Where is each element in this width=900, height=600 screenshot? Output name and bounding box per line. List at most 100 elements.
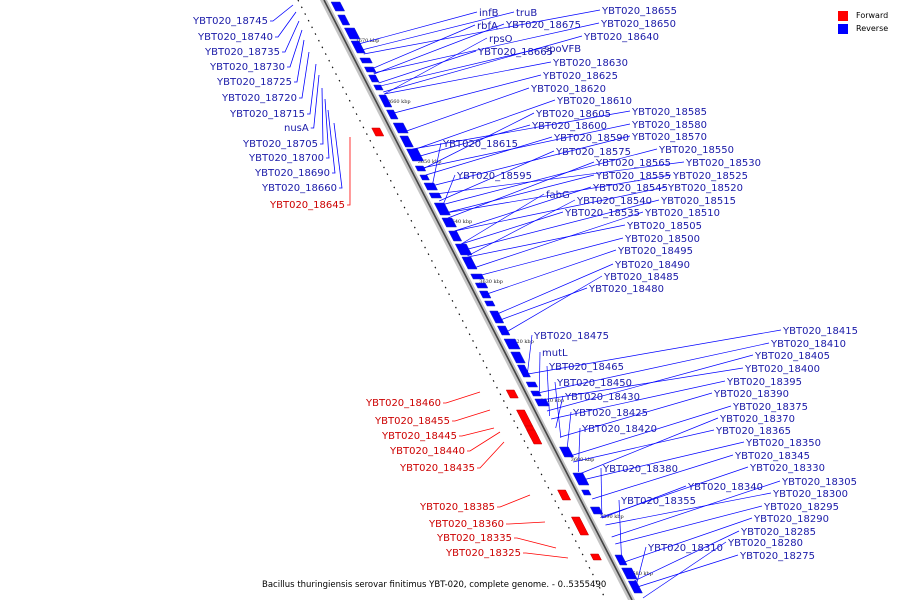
reverse-gene [627, 580, 643, 594]
reverse-gene [414, 165, 427, 172]
gene-label-right: YBT020_18600 [531, 121, 607, 132]
legend-reverse: Reverse [838, 22, 888, 35]
gene-connector [310, 74, 320, 129]
legend-reverse-label: Reverse [856, 24, 889, 33]
tick-label: 3580 kbp [629, 571, 653, 577]
gene-connector [467, 199, 576, 257]
gene-connector [383, 35, 583, 93]
reverse-gene [525, 381, 539, 388]
gene-label-right: rpsO [489, 34, 513, 45]
gene-label-left: YBT020_18455 [374, 416, 450, 427]
gene-label-right: YBT020_18310 [647, 543, 723, 554]
strand-legend: Forward Reverse [838, 9, 888, 35]
reverse-gene [373, 84, 384, 91]
reverse-gene [343, 27, 361, 40]
gene-connector [505, 521, 546, 525]
gene-label-right: YBT020_18550 [658, 145, 734, 156]
gene-connector [454, 186, 592, 232]
reverse-gene [461, 256, 478, 270]
gene-connector [477, 237, 624, 277]
gene-connector [416, 124, 531, 158]
gene-connector [373, 22, 600, 74]
gene-label-right: YBT020_18495 [617, 246, 693, 257]
gene-connector [634, 530, 740, 582]
gene-label-right: YBT020_18380 [602, 464, 678, 475]
gene-label-right: YBT020_18530 [685, 158, 761, 169]
gene-label-left: YBT020_18445 [381, 431, 457, 442]
reverse-gene [359, 57, 373, 64]
gene-connector [319, 87, 324, 145]
gene-connector [380, 47, 543, 87]
gene-label-right: YBT020_18535 [564, 208, 640, 219]
gene-connector [601, 466, 749, 518]
gene-connector [281, 20, 300, 53]
gene-connector [642, 541, 727, 599]
gene-connector [513, 537, 557, 549]
reverse-gene [433, 202, 451, 216]
gene-label-right: YBT020_18425 [572, 408, 648, 419]
gene-label-right: YBT020_18375 [732, 402, 808, 413]
gene-label-right: YBT020_18280 [727, 538, 803, 549]
gene-label-left: YBT020_18660 [261, 183, 337, 194]
tick-label: 3610 kbp [540, 398, 564, 404]
forward-gene [570, 516, 590, 536]
gene-label-right: YBT020_18305 [781, 477, 857, 488]
gene-label-right: mutL [542, 348, 568, 359]
gene-connector [363, 9, 601, 55]
gene-connector [422, 112, 535, 170]
gene-connector [497, 263, 614, 315]
gene-connector [373, 23, 505, 75]
gene-connector [445, 174, 595, 214]
gene-label-right: YBT020_18650 [600, 19, 676, 30]
gene-label-right: YBT020_18400 [744, 364, 820, 375]
gene-label-right: YBT020_18545 [592, 183, 668, 194]
reverse-gene [419, 174, 430, 181]
gene-connector [618, 499, 622, 557]
gene-connector [412, 99, 556, 151]
gene-connector [537, 342, 770, 394]
gene-label-left: YBT020_18460 [365, 398, 441, 409]
gene-label-left: YBT020_18720 [221, 93, 297, 104]
forward-gene [557, 489, 572, 501]
gene-connector [554, 381, 562, 439]
gene-label-right: YBT020_18350 [745, 438, 821, 449]
gene-label-right: YBT020_18290 [753, 514, 829, 525]
gene-label-right: YBT020_18300 [772, 489, 848, 500]
gene-connector [605, 492, 772, 526]
gene-connector [637, 554, 739, 588]
gene-label-right: YBT020_18330 [749, 463, 825, 474]
gene-label-right: YBT020_18515 [660, 196, 736, 207]
gene-label-left: YBT020_18325 [445, 548, 521, 559]
gene-label-left: YBT020_18730 [209, 62, 285, 73]
gene-label-right: YBT020_18505 [626, 221, 702, 232]
gene-label-right: YBT020_18605 [535, 109, 611, 120]
forward-gene [526, 429, 543, 445]
gene-label-right: YBT020_18610 [556, 96, 632, 107]
forward-swatch [838, 10, 848, 21]
tick-label: 3620 kbp [510, 339, 534, 345]
reverse-gene [496, 325, 511, 336]
gene-label-right: YBT020_18585 [631, 107, 707, 118]
gene-connector [393, 74, 542, 114]
gene-label-left: YBT020_18645 [269, 200, 345, 211]
gene-label-left: YBT020_18740 [197, 32, 273, 43]
gene-label-right: rbfA [477, 21, 498, 32]
reverse-gene [378, 94, 393, 108]
gene-label-right: YBT020_18665 [477, 47, 553, 58]
gene-label-right: YBT020_18590 [553, 133, 629, 144]
tick-label: 3670 kbp [356, 38, 380, 44]
gene-connector [435, 161, 685, 195]
gene-label-left: YBT020_18690 [254, 168, 330, 179]
gene-label-right: YBT020_18570 [631, 132, 707, 143]
reverse-gene [406, 148, 425, 162]
reverse-gene [330, 1, 346, 12]
gene-label-right: YBT020_18500 [624, 234, 700, 245]
reverse-gene [474, 282, 489, 289]
gene-label-right: YBT020_18285 [740, 527, 816, 538]
gene-connector [441, 148, 658, 206]
gene-label-right: YBT020_18475 [533, 331, 609, 342]
gene-label-right: YBT020_18555 [595, 171, 671, 182]
gene-label-right: YBT020_18465 [548, 362, 624, 373]
